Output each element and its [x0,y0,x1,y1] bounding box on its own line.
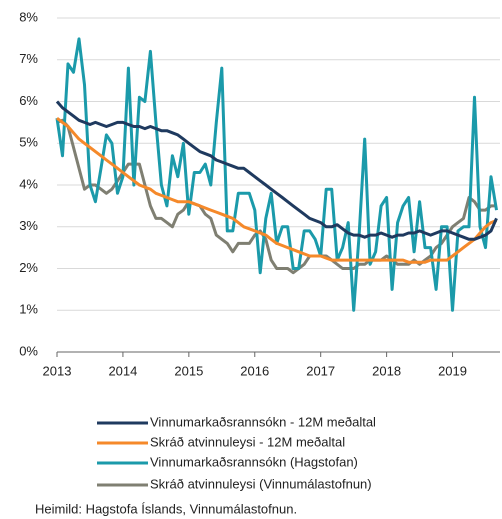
y-tick-label: 4% [19,176,38,191]
legend-label: Skráð atvinnuleysi - 12M meðaltal [150,434,345,449]
x-tick-label: 2014 [108,363,137,378]
legend-label: Vinnumarkaðsrannsókn - 12M meðaltal [150,414,376,429]
y-tick-label: 3% [19,218,38,233]
y-tick-label: 7% [19,51,38,66]
y-tick-label: 8% [19,9,38,24]
x-tick-label: 2016 [240,363,269,378]
y-tick-label: 5% [19,135,38,150]
series-line [56,117,498,264]
x-tick-label: 2018 [372,363,401,378]
legend-label: Vinnumarkaðsrannsókn (Hagstofan) [150,454,358,469]
y-tick-label: 1% [19,302,38,317]
x-tick-label: 2017 [306,363,335,378]
x-tick-label: 2013 [43,363,72,378]
y-tick-label: 0% [19,343,38,358]
x-tick-label: 2019 [438,363,467,378]
x-tick-label: 2015 [174,363,203,378]
y-tick-label: 6% [19,93,38,108]
series-line [55,100,498,241]
y-tick-label: 2% [19,260,38,275]
source-note: Heimild: Hagstofa Íslands, Vinnumálastof… [35,501,297,516]
legend-label: Skráð atvinnuleysi (Vinnumálastofnun) [150,476,372,491]
